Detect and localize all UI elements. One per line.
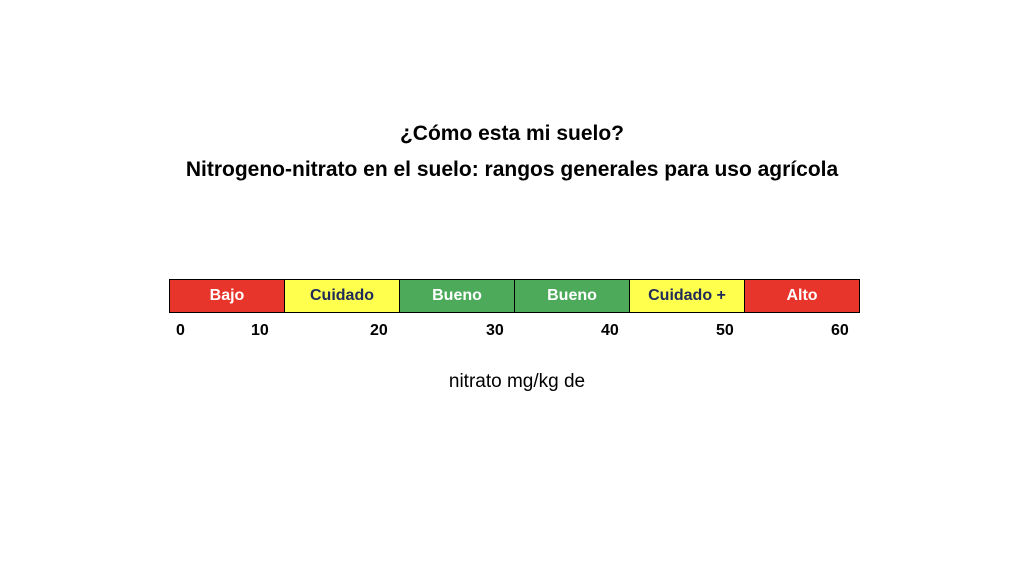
- range-bar: Bajo Cuidado Bueno Bueno Cuidado + Alto: [169, 279, 860, 313]
- chart-title: ¿Cómo esta mi suelo?: [399, 122, 625, 145]
- tick-label-0: 0: [176, 322, 185, 339]
- segment-cuidado: Cuidado: [285, 280, 400, 312]
- tick-label-60: 60: [831, 322, 849, 339]
- tick-label-50: 50: [716, 322, 734, 339]
- chart-subtitle: Nitrogeno-nitrato en el suelo: rangos ge…: [185, 158, 839, 181]
- tick-label-40: 40: [601, 322, 619, 339]
- segment-bueno-2: Bueno: [515, 280, 630, 312]
- unit-label: nitrato mg/kg de: [448, 371, 586, 392]
- segment-alto: Alto: [745, 280, 859, 312]
- tick-label-10: 10: [251, 322, 269, 339]
- segment-bueno-1: Bueno: [400, 280, 515, 312]
- segment-bajo: Bajo: [170, 280, 285, 312]
- tick-label-30: 30: [486, 322, 504, 339]
- segment-cuidado-plus: Cuidado +: [630, 280, 745, 312]
- tick-label-20: 20: [370, 322, 388, 339]
